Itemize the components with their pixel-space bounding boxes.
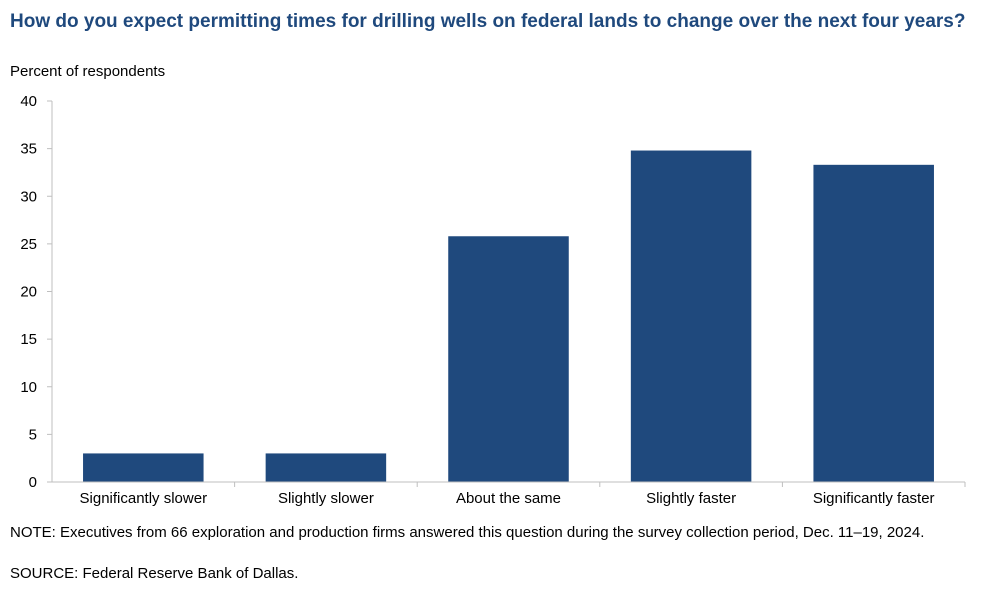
- y-tick-label: 20: [20, 284, 37, 301]
- y-axis-unit-label: Percent of respondents: [10, 63, 166, 80]
- y-tick-label: 30: [20, 188, 37, 205]
- y-tick-label: 25: [20, 236, 37, 253]
- x-tick-label: Slightly slower: [278, 490, 374, 507]
- bar-chart: 0 5 10 15 20 25 30 35 40 Significantly slower Sli…: [20, 93, 966, 507]
- bar: [83, 453, 204, 482]
- x-tick-label: Significantly faster: [813, 490, 935, 507]
- bar: [813, 164, 934, 482]
- bar: [265, 453, 387, 482]
- bar: [630, 150, 752, 482]
- x-axis: Significantly slower Slightly slower About…: [52, 481, 966, 507]
- chart-note: NOTE: Executives from 66 exploration and…: [10, 524, 925, 541]
- bars: [83, 150, 934, 482]
- bar: [448, 236, 569, 482]
- chart-title: How do you expect permitting times for d…: [10, 11, 966, 32]
- y-axis: 0 5 10 15 20 25 30 35 40: [20, 93, 53, 491]
- y-tick-label: 35: [20, 141, 37, 158]
- y-tick-label: 5: [29, 426, 37, 443]
- x-tick-label: About the same: [456, 490, 561, 507]
- y-tick-label: 15: [20, 331, 37, 348]
- chart-source: SOURCE: Federal Reserve Bank of Dallas.: [10, 565, 299, 582]
- y-tick-label: 0: [29, 474, 37, 491]
- y-tick-label: 40: [20, 93, 37, 110]
- x-tick-label: Slightly faster: [646, 490, 736, 507]
- y-tick-label: 10: [20, 379, 37, 396]
- x-tick-label: Significantly slower: [80, 490, 208, 507]
